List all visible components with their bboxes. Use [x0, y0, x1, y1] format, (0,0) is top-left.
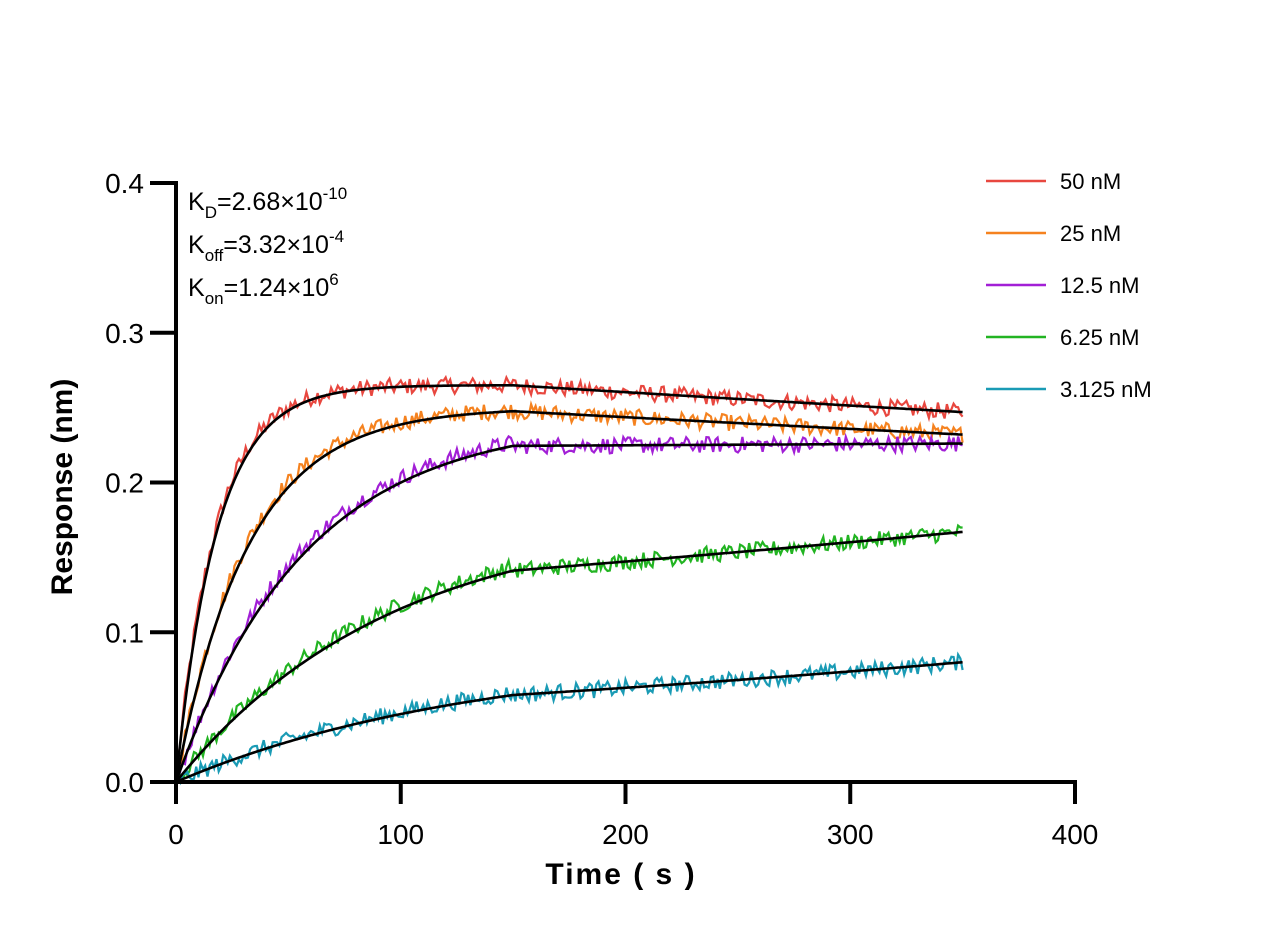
- x-tick-label-0: 0: [168, 819, 184, 850]
- series-line-0: [174, 374, 964, 783]
- x-tick-label-1: 100: [377, 819, 424, 850]
- legend-label-0: 50 nM: [1060, 169, 1121, 194]
- y-tick-label-2: 0.2: [105, 468, 144, 499]
- legend-label-4: 3.125 nM: [1060, 377, 1152, 402]
- series-layer: [174, 374, 964, 786]
- y-tick-label-0: 0.0: [105, 767, 144, 798]
- kinetic-annotations: KD=2.68×10-10 Koff=3.32×10-4 Kon=1.24×106: [188, 184, 347, 308]
- legend: 50 nM 25 nM 12.5 nM 6.25 nM 3.125 nM: [986, 169, 1152, 402]
- y-axis-title: Response (nm): [46, 379, 79, 596]
- series-line-4: [174, 651, 964, 786]
- x-axis-title: Time ( s ): [545, 858, 696, 891]
- legend-label-2: 12.5 nM: [1060, 273, 1140, 298]
- fit-line-3: [174, 530, 963, 783]
- x-tick-label-3: 300: [827, 819, 874, 850]
- x-tick-label-2: 200: [602, 819, 649, 850]
- annotation-koff: Koff=3.32×10-4: [188, 227, 344, 265]
- legend-label-3: 6.25 nM: [1060, 325, 1140, 350]
- fit-line-2: [174, 442, 963, 783]
- y-tick-label-3: 0.3: [105, 318, 144, 349]
- fit-line-1: [174, 409, 963, 783]
- fit-line-0: [174, 384, 963, 783]
- series-line-2: [176, 432, 963, 784]
- annotation-kd: KD=2.68×10-10: [188, 184, 347, 222]
- legend-label-1: 25 nM: [1060, 221, 1121, 246]
- y-tick-label-4: 0.4: [105, 168, 144, 199]
- x-tick-label-4: 400: [1052, 819, 1099, 850]
- y-tick-label-1: 0.1: [105, 617, 144, 648]
- fit-layer: [174, 384, 963, 784]
- annotation-kon: Kon=1.24×106: [188, 270, 339, 308]
- fit-line-4: [175, 660, 963, 784]
- series-line-1: [174, 400, 964, 783]
- axes-layer: 0.0 0.1 0.2 0.3 0.4 0 100 200 300 400 Time ( s ) Re…: [46, 168, 1098, 891]
